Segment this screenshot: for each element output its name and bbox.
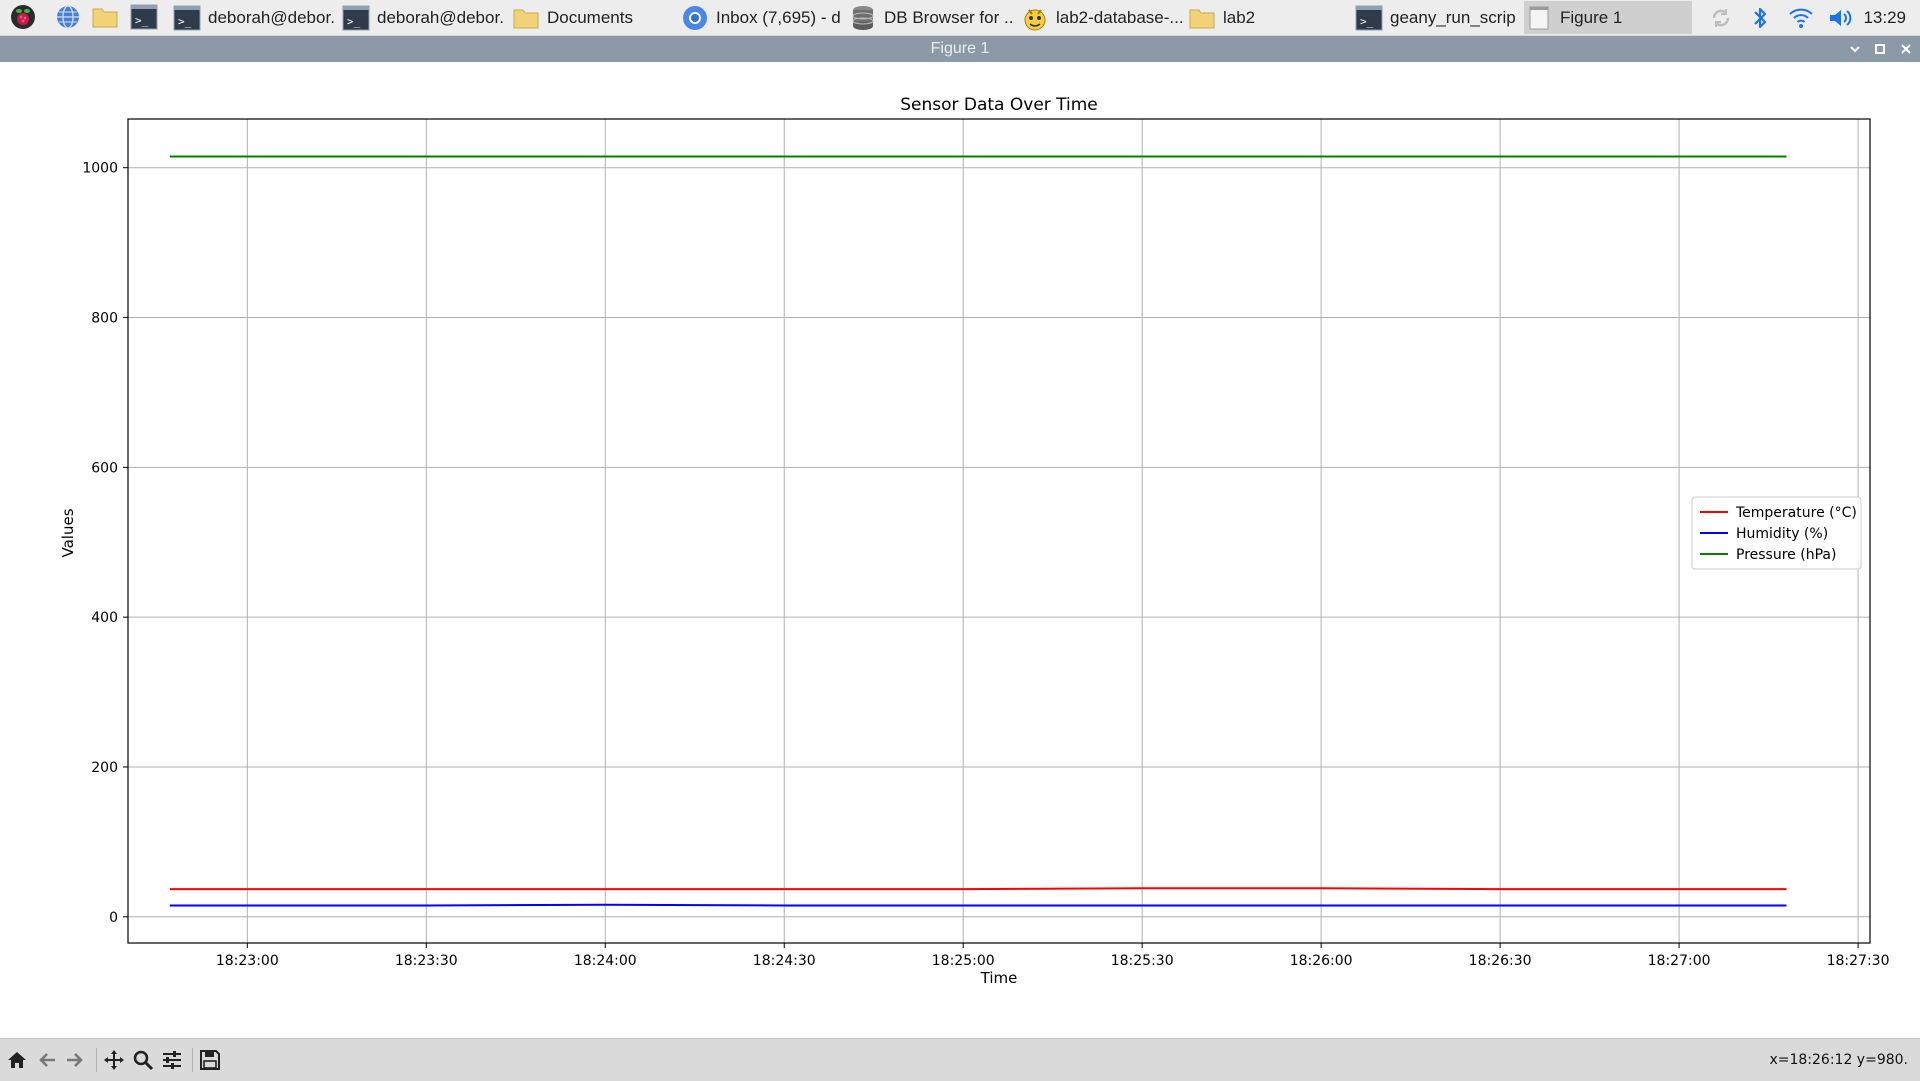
y-tick-label: 800 — [91, 311, 118, 327]
volume-icon[interactable] — [1826, 3, 1856, 33]
web-browser-icon[interactable] — [53, 2, 83, 32]
terminal-icon: >_ — [172, 3, 202, 33]
file-manager-icon[interactable] — [90, 2, 120, 32]
plot-area — [127, 118, 1871, 944]
back-icon[interactable] — [34, 1047, 60, 1073]
chart[interactable]: 18:23:00 18:23:30 18:24:00 18:24:30 18:25:00… — [0, 62, 1920, 1038]
y-tick-label: 200 — [91, 760, 118, 776]
taskbar-button-label: deborah@debor.. — [377, 7, 503, 27]
y-tick-label: 400 — [91, 610, 118, 626]
window-titlebar[interactable]: Figure 1 — [0, 36, 1920, 62]
x-tick-label: 18:27:30 — [1827, 953, 1890, 969]
taskbar-button-label: Documents — [547, 7, 633, 27]
y-tick-label: 1000 — [82, 161, 118, 177]
taskbar-button-3[interactable]: Inbox (7,695) - d.. — [680, 1, 842, 34]
series-line-0 — [169, 887, 1787, 891]
legend-label: Temperature (°C) — [1735, 505, 1857, 521]
x-tick-label: 18:26:30 — [1469, 953, 1532, 969]
taskbar-button-4[interactable]: DB Browser for .. — [848, 1, 1016, 34]
sync-icon[interactable] — [1706, 3, 1736, 33]
toolbar-separator — [96, 1048, 97, 1072]
legend-box — [1691, 496, 1862, 570]
taskbar-button-label: Figure 1 — [1560, 7, 1623, 27]
configure-subplots-icon[interactable] — [159, 1047, 185, 1073]
series-line-1 — [169, 903, 1787, 907]
y-axis-label: Values — [59, 508, 77, 557]
taskbar-button-label: DB Browser for .. — [884, 7, 1014, 27]
taskbar: >_ >_ deborah@debor.. >_ deborah@debor.. Doc… — [0, 0, 1920, 36]
taskbar-button-label: lab2 — [1223, 7, 1256, 27]
legend: Temperature (°C) Humidity (%) Pressure (hP… — [1691, 496, 1862, 570]
maximize-icon[interactable] — [1870, 39, 1890, 59]
chart-title: Sensor Data Over Time — [900, 95, 1098, 115]
minimize-icon[interactable] — [1845, 39, 1865, 59]
svg-text:>_: >_ — [347, 15, 361, 28]
x-tick-label: 18:25:30 — [1111, 953, 1174, 969]
x-tick-label: 18:26:00 — [1290, 953, 1353, 969]
chromium-icon — [680, 3, 710, 33]
save-icon[interactable] — [197, 1047, 223, 1073]
legend-label: Pressure (hPa) — [1736, 547, 1836, 563]
close-icon[interactable] — [1896, 39, 1916, 59]
taskbar-button-1[interactable]: >_ deborah@debor.. — [341, 1, 503, 34]
taskbar-button-label: Inbox (7,695) - d.. — [716, 7, 842, 27]
database-icon — [848, 3, 878, 33]
legend-label: Humidity (%) — [1736, 526, 1828, 542]
pan-icon[interactable] — [101, 1047, 127, 1073]
x-tick-label: 18:27:00 — [1648, 953, 1711, 969]
raspberry-menu-icon[interactable] — [8, 2, 38, 32]
toolbar-separator — [192, 1048, 193, 1072]
navigation-toolbar: x=18:26:12 y=980. — [0, 1038, 1920, 1081]
svg-text:>_: >_ — [1360, 15, 1374, 28]
taskbar-button-7[interactable]: >_ geany_run_scrip.. — [1354, 1, 1516, 34]
figure-canvas[interactable]: 18:23:00 18:23:30 18:24:00 18:24:30 18:25:00… — [0, 62, 1920, 1038]
svg-text:>_: >_ — [178, 15, 192, 28]
terminal-icon: >_ — [1354, 3, 1384, 33]
folder-icon — [1187, 3, 1217, 33]
x-tick-label: 18:24:30 — [753, 953, 816, 969]
taskbar-button-label: deborah@debor.. — [208, 7, 334, 27]
taskbar-button-5[interactable]: lab2-database-.... — [1020, 1, 1182, 34]
window-title: Figure 1 — [930, 40, 990, 57]
taskbar-button-6[interactable]: lab2 — [1187, 1, 1349, 34]
geany-icon — [1020, 3, 1050, 33]
bluetooth-icon[interactable] — [1745, 3, 1775, 33]
taskbar-button-label: lab2-database-.... — [1056, 7, 1182, 27]
window-icon — [1524, 3, 1554, 33]
taskbar-button-0[interactable]: >_ deborah@debor.. — [172, 1, 334, 34]
cursor-coordinates: x=18:26:12 y=980. — [1769, 1052, 1908, 1068]
home-icon[interactable] — [4, 1047, 30, 1073]
x-tick-label: 18:25:00 — [932, 953, 995, 969]
plot-background — [128, 119, 1870, 943]
x-tick-label: 18:24:00 — [574, 953, 637, 969]
taskbar-button-label: geany_run_scrip.. — [1390, 7, 1516, 27]
y-tick-label: 0 — [109, 910, 118, 926]
zoom-icon[interactable] — [130, 1047, 156, 1073]
taskbar-button-8[interactable]: Figure 1 — [1524, 1, 1692, 34]
folder-icon — [511, 3, 541, 33]
x-axis-label: Time — [980, 969, 1018, 987]
wifi-icon[interactable] — [1786, 3, 1816, 33]
terminal-icon[interactable]: >_ — [129, 2, 159, 32]
forward-icon[interactable] — [62, 1047, 88, 1073]
svg-text:>_: >_ — [135, 14, 149, 27]
terminal-icon: >_ — [341, 3, 371, 33]
x-tick-label: 18:23:30 — [395, 953, 458, 969]
clock[interactable]: 13:29 — [1863, 8, 1906, 27]
y-tick-label: 600 — [91, 460, 118, 476]
x-tick-label: 18:23:00 — [216, 953, 279, 969]
taskbar-button-2[interactable]: Documents — [511, 1, 676, 34]
